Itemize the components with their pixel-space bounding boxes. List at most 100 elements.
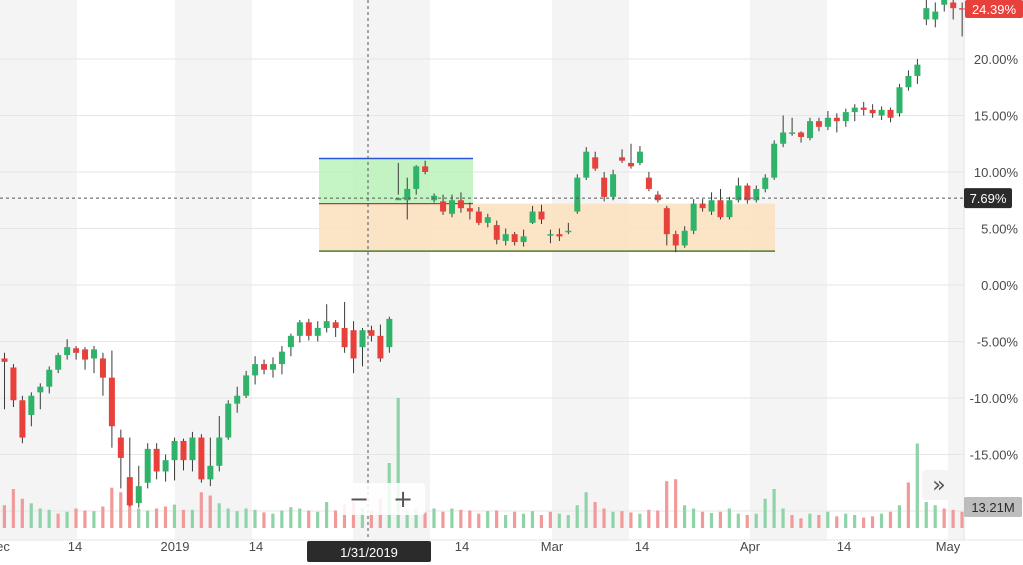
- candle-body: [932, 11, 939, 20]
- volume-bar: [244, 508, 248, 528]
- volume-bar: [38, 508, 42, 528]
- candle-body: [663, 208, 670, 235]
- y-tick-label: 15.00%: [974, 109, 1019, 124]
- candle-body: [180, 440, 187, 461]
- x-tick-label: 14: [68, 539, 82, 554]
- candle-body: [520, 236, 527, 243]
- candle-body: [914, 64, 921, 76]
- volume-bar: [844, 513, 848, 528]
- volume-bar: [754, 513, 758, 528]
- volume-bar: [459, 509, 463, 528]
- volume-bar: [307, 510, 311, 528]
- candle-body: [484, 217, 491, 223]
- candle-body: [878, 109, 885, 116]
- volume-label: 13.21M: [971, 500, 1014, 515]
- volume-bar: [512, 511, 517, 528]
- candle-body: [395, 197, 402, 201]
- candle-body: [636, 151, 643, 163]
- volume-bar: [495, 510, 499, 528]
- weekend-band: [353, 0, 430, 540]
- candle-body: [574, 177, 581, 212]
- zoom-in-button[interactable]: +: [392, 485, 414, 513]
- volume-bar: [29, 503, 33, 528]
- candle-body: [502, 234, 509, 241]
- candle-body: [1, 358, 8, 362]
- y-axis: 20.00% 15.00% 10.00% 5.00% 0.00% -5.00% -10.00…: [963, 0, 1019, 540]
- candle-body: [690, 203, 697, 231]
- candle-body: [350, 330, 357, 359]
- volume-bar: [566, 515, 570, 528]
- candle-body: [493, 225, 500, 240]
- volume-bar: [253, 509, 257, 528]
- candle-body: [457, 200, 464, 209]
- volume-bar: [584, 492, 588, 528]
- candle-body: [672, 234, 679, 246]
- volume-bar: [342, 504, 347, 528]
- crosshair-date-label: 1/31/2019: [340, 545, 398, 560]
- volume-bar: [146, 510, 150, 528]
- candle-body: [261, 364, 268, 370]
- candle-body: [19, 400, 26, 438]
- volume-bar: [360, 508, 364, 528]
- candle-body: [744, 185, 751, 201]
- candle-body: [681, 230, 688, 246]
- volume-bar: [521, 513, 526, 528]
- volume-bar: [691, 508, 696, 528]
- candle-body: [583, 151, 590, 178]
- x-tick-label: Apr: [740, 539, 761, 554]
- crosshair: [0, 0, 963, 540]
- candle-body: [529, 211, 536, 223]
- risk-reward-tool[interactable]: [319, 157, 775, 252]
- volume-bar: [414, 508, 418, 528]
- candle-body: [735, 185, 742, 201]
- volume-bar: [790, 515, 794, 528]
- candle-body: [422, 166, 429, 172]
- candle-body: [55, 355, 62, 370]
- volume-bar: [772, 489, 776, 528]
- volume-bar: [486, 511, 490, 528]
- x-axis: ec14201914Feb14Mar14Apr14May: [0, 539, 1023, 554]
- weekend-band: [175, 0, 252, 540]
- volume-bar: [557, 513, 561, 528]
- x-tick-label: Mar: [541, 539, 564, 554]
- volume-bar: [226, 508, 230, 528]
- candle-body: [565, 230, 572, 233]
- volume-bar: [369, 511, 373, 528]
- candle-body: [117, 437, 124, 458]
- candle-body: [654, 194, 661, 201]
- candle-body: [475, 211, 482, 223]
- volume-bar: [870, 516, 875, 528]
- candle-body: [923, 8, 930, 20]
- x-tick-label: ec: [0, 539, 10, 554]
- volume-bar: [137, 508, 141, 528]
- candle-body: [189, 437, 196, 461]
- candle-body: [377, 335, 384, 359]
- candle-body: [771, 143, 778, 178]
- candle-body: [628, 162, 634, 167]
- volume-bar: [674, 479, 678, 528]
- volume-bar: [20, 498, 24, 528]
- candle-body: [296, 322, 303, 336]
- volume-bar: [432, 508, 436, 528]
- volume-bar: [879, 513, 884, 528]
- candle-body: [216, 437, 223, 466]
- candle-body: [135, 486, 142, 504]
- volume-bar: [65, 511, 69, 528]
- candle-body: [959, 8, 966, 10]
- y-tick-label: 20.00%: [974, 52, 1019, 67]
- candle-body: [305, 322, 312, 336]
- crosshair-date-badge: [307, 541, 431, 562]
- volume-bar: [56, 513, 60, 528]
- scroll-to-latest-button[interactable]: »: [922, 470, 956, 500]
- candle-body: [592, 157, 599, 169]
- volume-bar: [656, 510, 660, 528]
- volume-bar: [450, 508, 454, 528]
- zoom-out-button[interactable]: −: [348, 485, 370, 513]
- candle-body: [207, 465, 214, 480]
- candle-body: [466, 208, 473, 212]
- volume-bar: [700, 511, 705, 528]
- candle-body: [314, 327, 321, 336]
- weekend-band: [948, 0, 963, 540]
